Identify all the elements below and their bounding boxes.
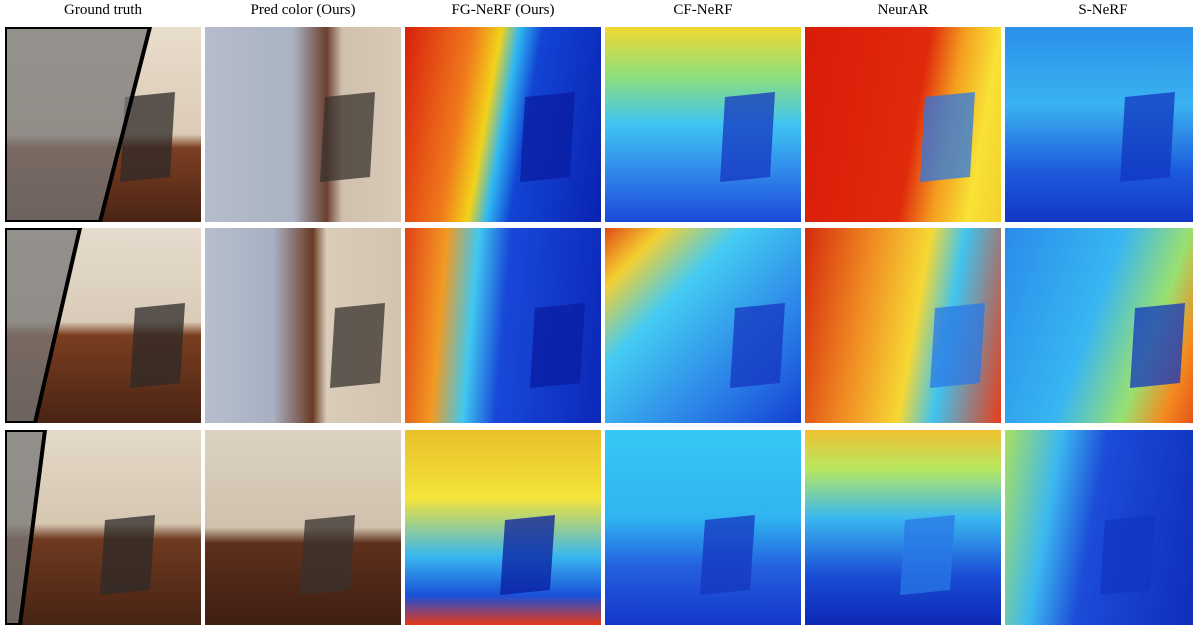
chair-shape (320, 92, 375, 182)
column-header: NeurAR (805, 2, 1001, 19)
image-panel (805, 430, 1001, 625)
panel-shapes (1005, 228, 1193, 423)
panel-shapes (1005, 27, 1193, 222)
image-panel (805, 228, 1001, 423)
chair-shape (330, 303, 385, 388)
chair-shape (1130, 303, 1185, 388)
panel-shapes (605, 27, 801, 222)
column-header: S-NeRF (1005, 2, 1193, 19)
chair-shape (720, 92, 775, 182)
image-panel (405, 228, 601, 423)
chair-shape (730, 303, 785, 388)
image-panel (5, 228, 201, 423)
image-panel (605, 27, 801, 222)
chair-shape (700, 515, 755, 595)
chair-shape (1100, 515, 1155, 595)
panel-shapes (405, 228, 601, 423)
image-panel (1005, 228, 1193, 423)
panel-shapes (805, 228, 1001, 423)
panel-shapes (805, 430, 1001, 625)
chair-shape (100, 515, 155, 595)
panel-shapes (405, 430, 601, 625)
chair-shape (520, 92, 575, 182)
image-panel (605, 228, 801, 423)
panel-shapes (205, 430, 401, 625)
image-panel (1005, 27, 1193, 222)
panel-shapes (205, 228, 401, 423)
chair-shape (930, 303, 985, 388)
image-panel (405, 27, 601, 222)
image-panel (5, 430, 201, 625)
panel-shapes (1005, 430, 1193, 625)
mask-overlay (5, 228, 80, 423)
image-panel (205, 27, 401, 222)
image-panel (5, 27, 201, 222)
column-header: Ground truth (5, 2, 201, 19)
mask-overlay (5, 430, 45, 625)
image-panel (1005, 430, 1193, 625)
column-header: Pred color (Ours) (205, 2, 401, 19)
panel-shapes (605, 228, 801, 423)
chair-shape (920, 92, 975, 182)
column-header: FG-NeRF (Ours) (405, 2, 601, 19)
chair-shape (530, 303, 585, 388)
image-panel (605, 430, 801, 625)
chair-shape (1120, 92, 1175, 182)
panel-shapes (805, 27, 1001, 222)
chair-shape (500, 515, 555, 595)
column-header: CF-NeRF (605, 2, 801, 19)
image-panel (405, 430, 601, 625)
image-panel (805, 27, 1001, 222)
panel-shapes (205, 27, 401, 222)
panel-shapes (5, 430, 201, 625)
panel-shapes (5, 27, 201, 222)
image-panel (205, 228, 401, 423)
panel-shapes (5, 228, 201, 423)
panel-shapes (405, 27, 601, 222)
image-panel (205, 430, 401, 625)
panel-shapes (605, 430, 801, 625)
figure: Ground truthPred color (Ours)FG-NeRF (Ou… (0, 0, 1193, 625)
chair-shape (900, 515, 955, 595)
chair-shape (300, 515, 355, 595)
chair-shape (130, 303, 185, 388)
